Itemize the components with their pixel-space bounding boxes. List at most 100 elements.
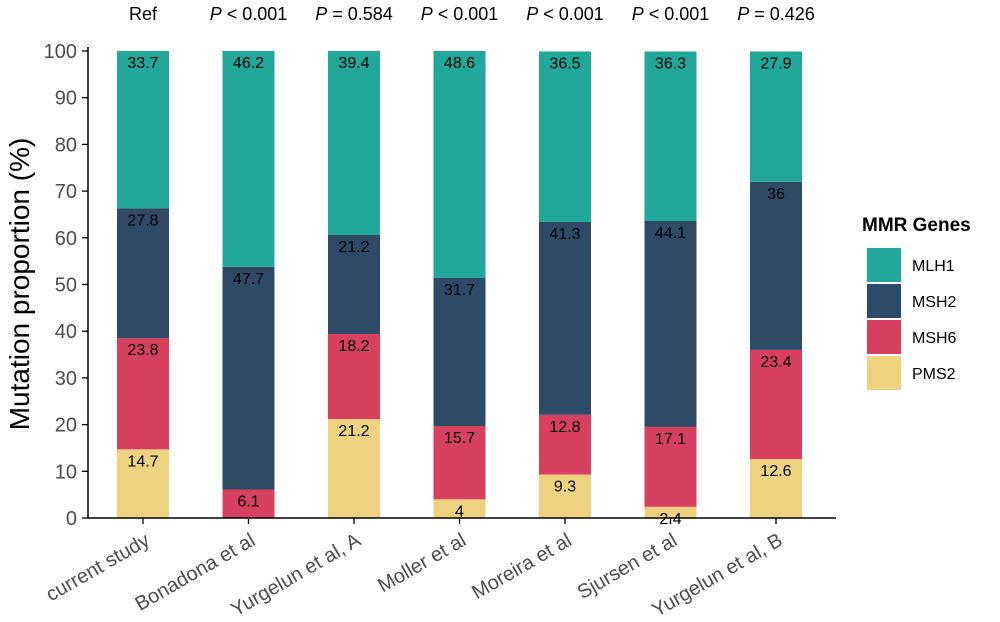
bar-segment-msh6 bbox=[644, 426, 697, 507]
x-tick-label: Moreira et al bbox=[468, 529, 575, 604]
p-value-symbol: P bbox=[421, 4, 433, 24]
segment-value-label: 18.2 bbox=[338, 338, 369, 355]
bar-segment-pms2 bbox=[644, 506, 697, 518]
segment-value-label: 21.2 bbox=[338, 423, 369, 440]
segment-value-label: 9.3 bbox=[554, 479, 576, 496]
segment-value-label: 23.4 bbox=[760, 354, 791, 371]
segment-value-label: 46.2 bbox=[233, 55, 264, 72]
legend-label-mlh1: MLH1 bbox=[912, 258, 955, 275]
bar-segment-mlh1 bbox=[433, 51, 486, 278]
segment-value-label: 12.6 bbox=[760, 463, 791, 480]
p-value-text: < 0.001 bbox=[433, 4, 499, 24]
y-axis-title: Mutation proportion (%) bbox=[4, 138, 35, 431]
segment-value-label: 12.8 bbox=[549, 419, 580, 436]
legend-swatch-msh2 bbox=[867, 284, 901, 318]
bar-segment-msh6 bbox=[433, 426, 486, 500]
segment-value-label: 36.5 bbox=[549, 55, 580, 72]
p-value-label: P < 0.001 bbox=[421, 4, 499, 24]
bar-segment-mlh1 bbox=[750, 51, 802, 182]
bar-segment-msh2 bbox=[433, 277, 486, 427]
bar-segment-mlh1 bbox=[117, 51, 169, 209]
y-tick-label: 0 bbox=[66, 508, 77, 530]
segment-value-label: 48.6 bbox=[444, 55, 475, 72]
p-value-symbol: P bbox=[737, 4, 749, 24]
bar-segment-mlh1 bbox=[539, 51, 591, 222]
y-tick-label: 20 bbox=[55, 415, 77, 437]
y-tick-label: 80 bbox=[55, 134, 77, 156]
legend-label-pms2: PMS2 bbox=[912, 366, 956, 383]
p-value-text: Ref bbox=[129, 4, 158, 24]
bar-segment-msh6 bbox=[222, 489, 275, 518]
p-value-label: P < 0.001 bbox=[210, 4, 288, 24]
segment-value-label: 21.2 bbox=[338, 239, 369, 256]
bar-segment-pms2 bbox=[433, 499, 486, 518]
y-axis: 0 10 20 30 40 50 60 70 80 90 100 bbox=[44, 41, 89, 530]
bar-segment-msh2 bbox=[117, 208, 169, 339]
p-value-label: P < 0.001 bbox=[526, 4, 604, 24]
p-value-text: = 0.426 bbox=[749, 4, 815, 24]
segment-value-label: 47.7 bbox=[233, 271, 264, 288]
bar-segment-msh2 bbox=[328, 234, 380, 335]
y-tick-label: 30 bbox=[55, 368, 77, 390]
segment-value-label: 27.9 bbox=[760, 55, 791, 72]
bar-segment-msh2 bbox=[644, 220, 697, 427]
bars bbox=[117, 51, 802, 518]
y-tick-label: 10 bbox=[55, 461, 77, 483]
segment-value-label: 36 bbox=[767, 186, 785, 203]
p-value-text: < 0.001 bbox=[644, 4, 710, 24]
bar-segment-msh2 bbox=[750, 181, 802, 350]
legend-swatch-pms2 bbox=[867, 356, 901, 390]
y-axis-title-group: Mutation proportion (%) bbox=[4, 138, 35, 431]
y-tick-label: 40 bbox=[55, 321, 77, 343]
segment-value-label: 31.7 bbox=[444, 282, 475, 299]
segment-value-label: 6.1 bbox=[237, 494, 259, 511]
x-tick-label: Moller et al bbox=[374, 529, 470, 597]
segment-value-label: 39.4 bbox=[338, 55, 369, 72]
bar-segment-pms2 bbox=[539, 474, 591, 518]
bar-segment-pms2 bbox=[117, 449, 169, 518]
segment-value-label: 44.1 bbox=[655, 225, 686, 242]
segment-value-label: 23.8 bbox=[127, 342, 158, 359]
segment-value-label: 36.3 bbox=[655, 55, 686, 72]
y-tick-label: 50 bbox=[55, 275, 77, 297]
bar-segment-msh6 bbox=[117, 338, 169, 450]
segment-value-label: 14.7 bbox=[127, 453, 158, 470]
y-tick-label: 60 bbox=[55, 228, 77, 250]
bar-segment-msh6 bbox=[750, 349, 802, 460]
legend-label-msh2: MSH2 bbox=[912, 294, 957, 311]
p-value-label: P = 0.426 bbox=[737, 4, 815, 24]
bar-segment-msh2 bbox=[539, 221, 591, 415]
p-value-label: Ref bbox=[129, 4, 158, 24]
bar-segment-msh2 bbox=[222, 266, 275, 490]
p-value-label: P < 0.001 bbox=[632, 4, 710, 24]
y-tick-label: 90 bbox=[55, 88, 77, 110]
legend-title: MMR Genes bbox=[862, 215, 971, 236]
p-value-text: < 0.001 bbox=[538, 4, 604, 24]
bar-segment-mlh1 bbox=[328, 51, 380, 235]
p-value-text: = 0.584 bbox=[327, 4, 393, 24]
bar-segment-pms2 bbox=[750, 459, 802, 518]
p-value-symbol: P bbox=[526, 4, 538, 24]
bar-segment-msh6 bbox=[328, 334, 380, 419]
y-tick-label: 100 bbox=[44, 41, 77, 63]
bar-segment-pms2 bbox=[328, 418, 380, 518]
p-value-text: < 0.001 bbox=[222, 4, 288, 24]
segment-value-label: 33.7 bbox=[127, 55, 158, 72]
legend-swatch-mlh1 bbox=[867, 248, 901, 282]
bar-segment-msh6 bbox=[539, 414, 591, 475]
segment-value-label: 41.3 bbox=[549, 226, 580, 243]
segment-value-label: 27.8 bbox=[127, 212, 158, 229]
legend-label-msh6: MSH6 bbox=[912, 330, 957, 347]
segment-value-label: 4 bbox=[455, 503, 464, 520]
bar-segment-mlh1 bbox=[222, 51, 275, 267]
legend-swatch-msh6 bbox=[867, 320, 901, 354]
p-value-label: P = 0.584 bbox=[315, 4, 393, 24]
p-value-symbol: P bbox=[315, 4, 327, 24]
p-values: Ref P < 0.001 P = 0.584 P < 0.001 P < 0.001 P… bbox=[129, 4, 815, 24]
segment-value-label: 17.1 bbox=[655, 431, 686, 448]
y-tick-label: 70 bbox=[55, 181, 77, 203]
segment-value-label: 15.7 bbox=[444, 430, 475, 447]
legend: MMR Genes MLH1 MSH2 MSH6 PMS2 bbox=[862, 215, 971, 390]
